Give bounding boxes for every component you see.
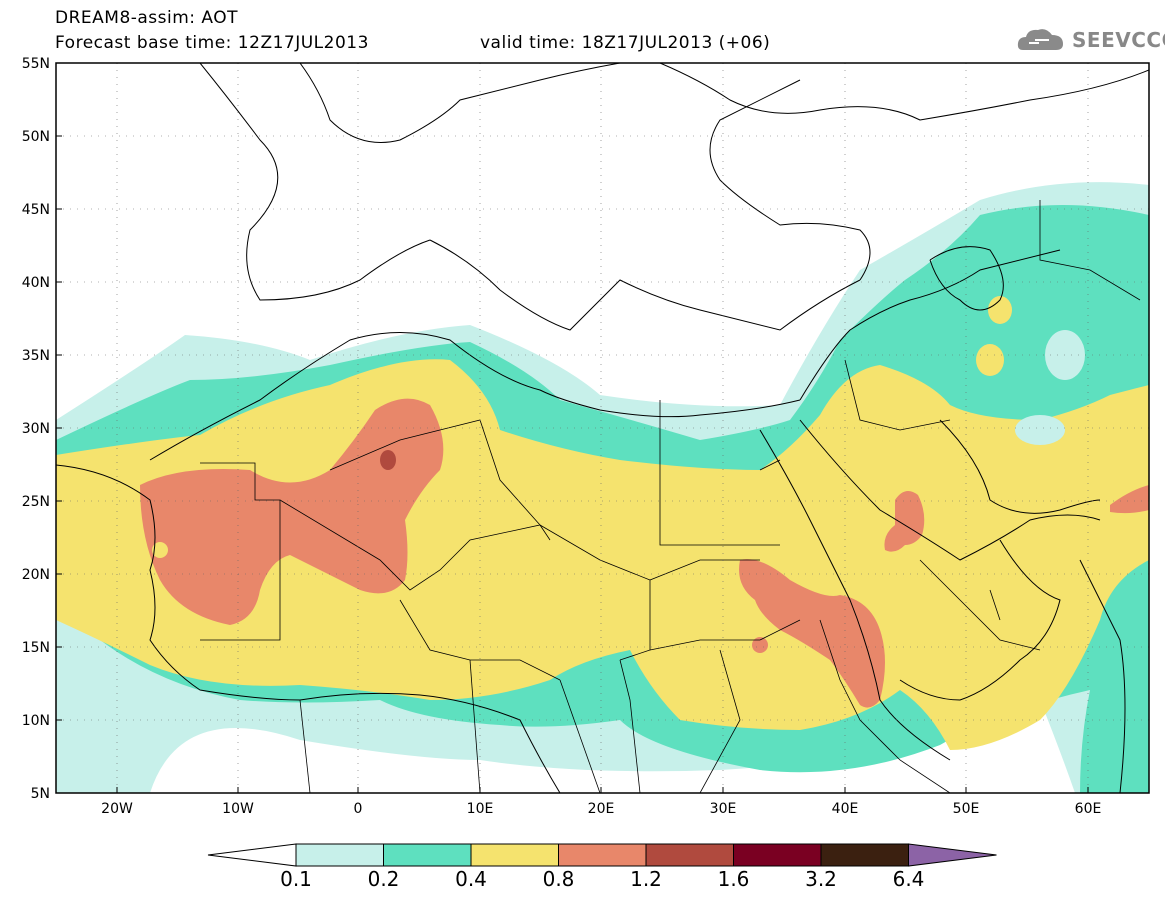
lat-label: 40N	[22, 275, 50, 291]
cloud-icon	[1017, 29, 1063, 50]
graticule	[56, 63, 1149, 793]
aot-contour-1.2	[380, 450, 396, 470]
colorbar-label: 0.2	[368, 867, 400, 891]
logo-text: SEEVCCC	[1072, 28, 1165, 52]
lat-label: 45N	[22, 202, 50, 218]
colorbar-box	[820, 843, 909, 867]
lon-label: 10W	[222, 801, 254, 817]
lon-label: 50E	[953, 801, 980, 817]
aot-contour-0.8-arabia	[884, 491, 925, 552]
lon-labels: 20W 10W 0 10E 20E 30E 40E 50E 60E	[101, 801, 1101, 817]
lat-label: 35N	[22, 348, 50, 364]
lon-label: 0	[354, 801, 363, 817]
colorbar-box	[733, 843, 822, 867]
lat-label: 20N	[22, 567, 50, 583]
aot-contour-0.8-east	[739, 559, 885, 708]
colorbar-box	[645, 843, 734, 867]
lat-label: 10N	[22, 713, 50, 729]
colorbar-box	[470, 843, 559, 867]
colorbar-label: 0.4	[455, 867, 487, 891]
aot-contour-0.8-west	[140, 398, 444, 625]
forecast-base-time: Forecast base time: 12Z17JUL2013	[55, 33, 369, 53]
colorbar-label: 1.6	[718, 867, 750, 891]
lat-label: 25N	[22, 494, 50, 510]
lat-label: 50N	[22, 129, 50, 145]
colorbar-label: 1.2	[630, 867, 662, 891]
lon-label: 60E	[1075, 801, 1102, 817]
country-borders	[200, 200, 1141, 793]
colorbar-box	[383, 843, 472, 867]
map-title: DREAM8-assim: AOT	[55, 8, 239, 28]
colorbar-box	[558, 843, 647, 867]
colorbar-label: 0.8	[543, 867, 575, 891]
lat-label: 55N	[22, 56, 50, 72]
colorbar-box	[295, 843, 384, 867]
lon-label: 20W	[101, 801, 133, 817]
lat-labels: 55N 50N 45N 40N 35N 30N 25N 20N 15N 10N …	[22, 56, 50, 802]
colorbar: 0.1 0.2 0.4 0.8 1.2 1.6 3.2 6.4	[207, 843, 997, 891]
lat-label: 30N	[22, 421, 50, 437]
lon-label: 40E	[832, 801, 859, 817]
colorbar-over-arrow	[908, 843, 997, 867]
colorbar-label: 6.4	[893, 867, 925, 891]
lat-label: 15N	[22, 640, 50, 656]
lon-label: 10E	[467, 801, 494, 817]
lon-label: 30E	[710, 801, 737, 817]
axis-ticks	[56, 62, 1089, 794]
valid-time: valid time: 18Z17JUL2013 (+06)	[480, 33, 771, 53]
lon-label: 20E	[588, 801, 615, 817]
lat-label: 5N	[31, 786, 50, 802]
colorbar-label: 0.1	[280, 867, 312, 891]
colorbar-label: 3.2	[805, 867, 837, 891]
colorbar-under-arrow	[207, 843, 297, 867]
aot-contour-0.8-iran	[1110, 485, 1149, 514]
coastlines	[56, 63, 1149, 793]
